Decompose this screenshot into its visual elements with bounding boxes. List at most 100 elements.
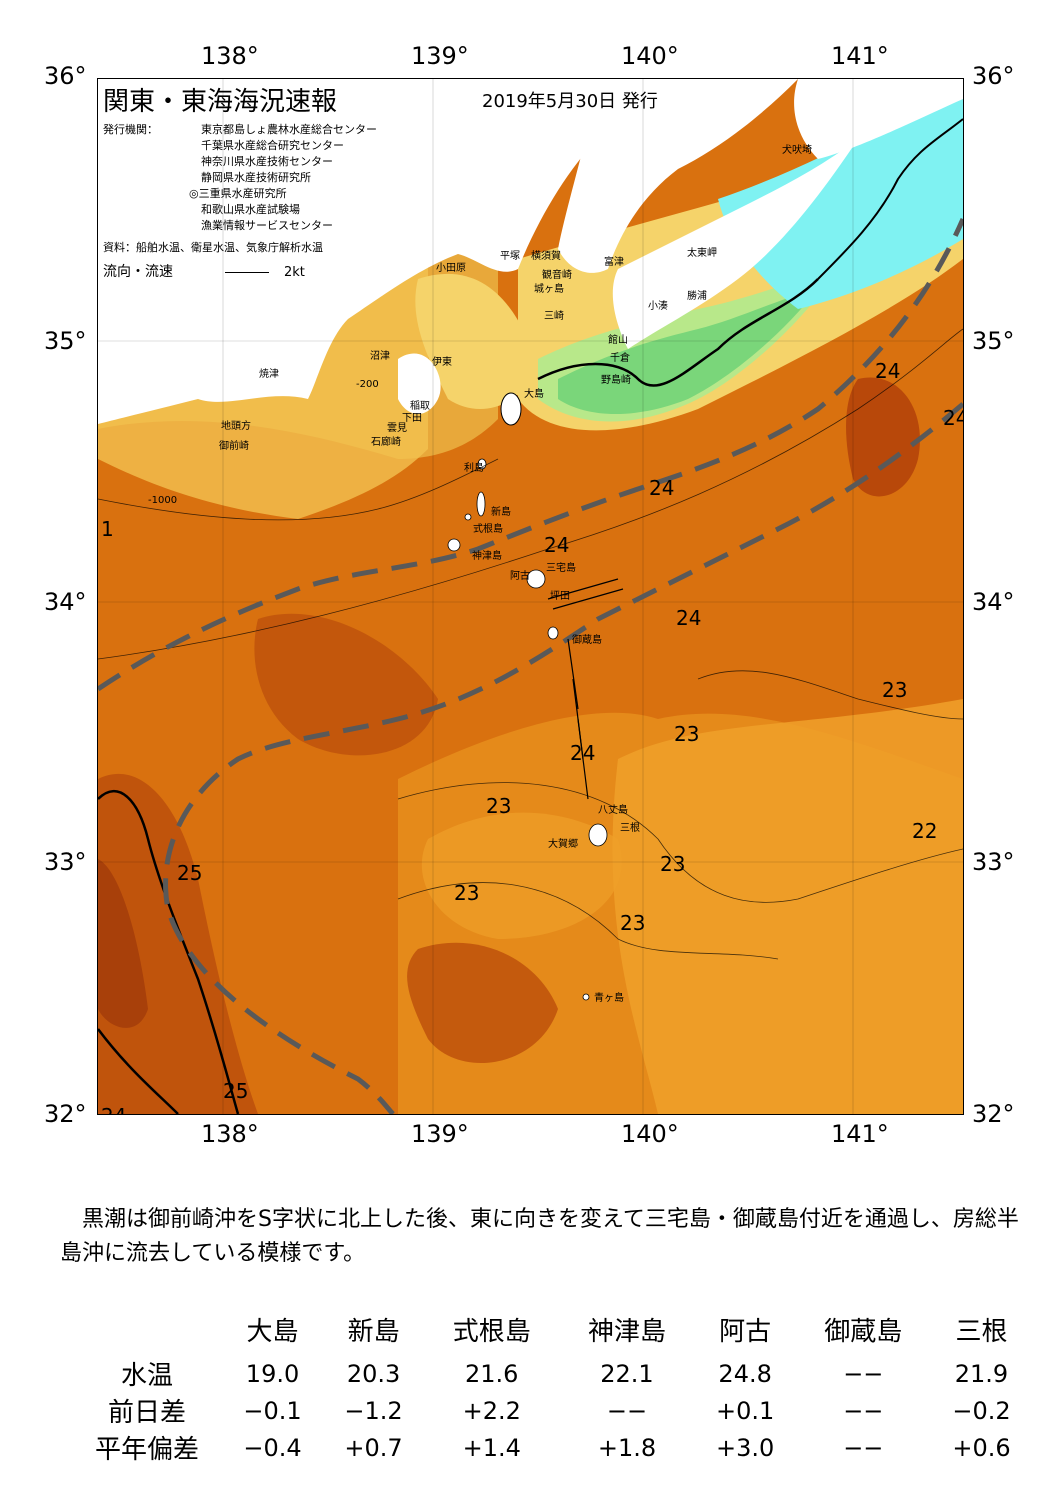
table-cell: −0.2: [952, 1396, 1011, 1425]
table-cell: +0.7: [344, 1433, 403, 1462]
place-yaizu: 焼津: [259, 369, 279, 380]
table-cell: −0.4: [243, 1433, 302, 1462]
lat-label-left-32: 32°: [44, 1100, 87, 1128]
table-header-row: 大島 新島 式根島 神津島 阿古 御蔵島 三根: [72, 1303, 1032, 1355]
sea-temperature-map: 関東・東海海況速報 2019年5月30日 発行 発行機関： 東京都島しょ農林水産…: [97, 78, 964, 1115]
issuer-5: ◎三重県水産研究所: [189, 187, 287, 200]
island-toshima: [477, 458, 487, 470]
land-izu-peninsula: [398, 353, 441, 414]
isotherm-label: 25: [223, 1079, 249, 1103]
isotherm-25-southwest: [98, 1028, 179, 1114]
place-kominato: 小湊: [648, 301, 668, 312]
sea-patch-23: [421, 812, 622, 939]
kashima-cyan: [718, 99, 963, 309]
lon-label-top-140: 140°: [621, 42, 679, 70]
lon-label-bottom-140: 140°: [621, 1120, 679, 1148]
column-header: 三根: [955, 1316, 1008, 1347]
column-header: 式根島: [452, 1316, 531, 1347]
issuer-2: 千葉県水産総合研究センター: [201, 139, 344, 152]
place-oshima: 大島: [524, 389, 544, 400]
isotherm-label: 24: [676, 606, 702, 630]
isotherm-label: 23: [660, 852, 686, 876]
isotherm-label: 23: [454, 881, 480, 905]
place-ito: 伊東: [432, 357, 452, 368]
island-shikinejima: [464, 513, 472, 521]
island-aogashima: [582, 993, 590, 1001]
lon-label-top-138: 138°: [201, 42, 259, 70]
lat-label-left-36: 36°: [44, 62, 87, 90]
isotherm-label: 24: [875, 359, 901, 383]
kuroshio-axis-south: [163, 402, 963, 1114]
table-cell: 20.3: [346, 1359, 401, 1388]
row-label: 前日差: [107, 1398, 186, 1428]
place-mitsune: 三根: [620, 823, 640, 834]
table-cell: 19.0: [245, 1359, 300, 1388]
place-jogashima: 城ヶ島: [534, 284, 564, 295]
land-chiba-north: [794, 79, 963, 159]
island-mikurajima: [547, 626, 559, 640]
place-katsuura: 勝浦: [687, 291, 707, 302]
place-kannonzaki: 観音崎: [542, 270, 572, 281]
table-cell: 21.6: [465, 1359, 519, 1388]
place-tsubota: 坪田: [550, 591, 570, 602]
table-corner: [72, 1303, 222, 1355]
issuer-4: 静岡県水産技術研究所: [201, 171, 311, 184]
isotherm-label: 24: [570, 741, 596, 765]
island-kozushima: [447, 538, 461, 552]
place-inubosaki: 犬吠埼: [782, 145, 812, 156]
place-nojimazaki: 野島崎: [601, 375, 631, 386]
table-cell: +1.4: [462, 1433, 521, 1462]
row-label: 水温: [120, 1361, 173, 1391]
map-title: 関東・東海海況速報: [103, 87, 338, 117]
column-header: 新島: [347, 1316, 400, 1347]
lon-label-bottom-139: 139°: [411, 1120, 469, 1148]
place-omaezaki: 御前崎: [219, 441, 249, 452]
table-cell: −−: [843, 1359, 884, 1388]
isotherm-label: 24: [943, 406, 963, 430]
table-cell: +3.0: [716, 1433, 775, 1462]
table-cell: +0.1: [716, 1396, 775, 1425]
place-toshima: 利島: [464, 463, 484, 474]
land-honshu-west: [98, 79, 598, 424]
table-cell: −−: [843, 1433, 884, 1462]
place-futtsu: 富津: [604, 257, 624, 268]
isotherm-label: 22: [912, 819, 938, 843]
island-oshima: [500, 392, 522, 426]
table-cell: −0.1: [243, 1396, 302, 1425]
lat-label-right-36: 36°: [972, 62, 1015, 90]
lon-label-bottom-138: 138°: [201, 1120, 259, 1148]
place-tateyama: 館山: [608, 335, 628, 346]
row-label: 平年偏差: [94, 1435, 199, 1465]
lat-label-right-32: 32°: [972, 1100, 1015, 1128]
issue-date: 2019年5月30日 発行: [482, 91, 658, 112]
table-row: 水温 19.0 20.3 21.6 22.1 24.8 −− 21.9: [72, 1355, 1032, 1392]
isotherm-label: 23: [620, 911, 646, 935]
lon-label-top-139: 139°: [411, 42, 469, 70]
flow-legend-value: 2kt: [284, 265, 305, 280]
column-header: 阿古: [719, 1316, 772, 1347]
column-header: 神津島: [587, 1316, 666, 1347]
boso-green: [558, 289, 818, 414]
column-header: 御蔵島: [824, 1316, 903, 1347]
isotherm-label: 23: [674, 722, 700, 746]
sea-patch-warm-3: [407, 942, 558, 1063]
issuer-3: 神奈川県水産技術センター: [201, 155, 333, 168]
lon-label-top-141: 141°: [831, 42, 889, 70]
place-miyakejima: 三宅島: [546, 563, 576, 574]
lat-label-left-35: 35°: [44, 327, 87, 355]
place-mikurajima: 御蔵島: [572, 635, 602, 646]
island-miyakejima: [526, 569, 546, 589]
place-hiratsuka: 平塚: [500, 251, 520, 262]
table-cell: 22.1: [600, 1359, 654, 1388]
place-irozaki: 石廊崎: [371, 437, 401, 448]
place-kozushima: 神津島: [472, 551, 502, 562]
lat-label-left-33: 33°: [44, 848, 87, 876]
map-svg: [98, 79, 963, 1114]
isotherm-label: 23: [486, 794, 512, 818]
contour-label: -1000: [148, 495, 178, 506]
bold-contour-kashima: [817, 118, 963, 280]
place-numazu: 沼津: [370, 351, 390, 362]
land-kanto: [558, 79, 798, 273]
isotherm-label: 24: [101, 1104, 126, 1114]
island-hachijojima: [588, 823, 608, 847]
